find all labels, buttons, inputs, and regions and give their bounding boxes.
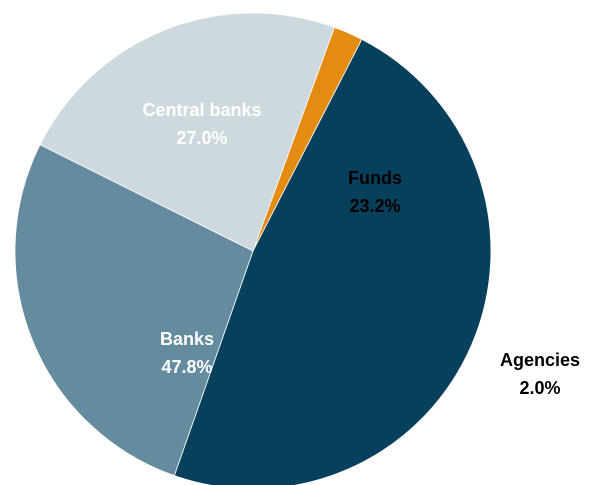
pie-slice-funds: [39, 12, 335, 252]
slice-value-central-banks: 27.0%: [176, 128, 227, 148]
slice-label-banks: Banks: [160, 329, 214, 349]
pie-labels: Funds 23.2% Agencies 2.0% Banks 47.8% Central …: [142, 100, 580, 398]
pie-slices: [14, 12, 492, 485]
slice-value-banks: 47.8%: [161, 357, 212, 377]
slice-label-agencies: Agencies: [500, 350, 580, 370]
slice-value-agencies: 2.0%: [519, 378, 560, 398]
slice-value-funds: 23.2%: [349, 196, 400, 216]
pie-slice-banks: [173, 38, 492, 485]
slice-label-central-banks: Central banks: [142, 100, 261, 120]
slice-label-funds: Funds: [348, 168, 402, 188]
pie-slice-central-banks: [14, 144, 254, 477]
